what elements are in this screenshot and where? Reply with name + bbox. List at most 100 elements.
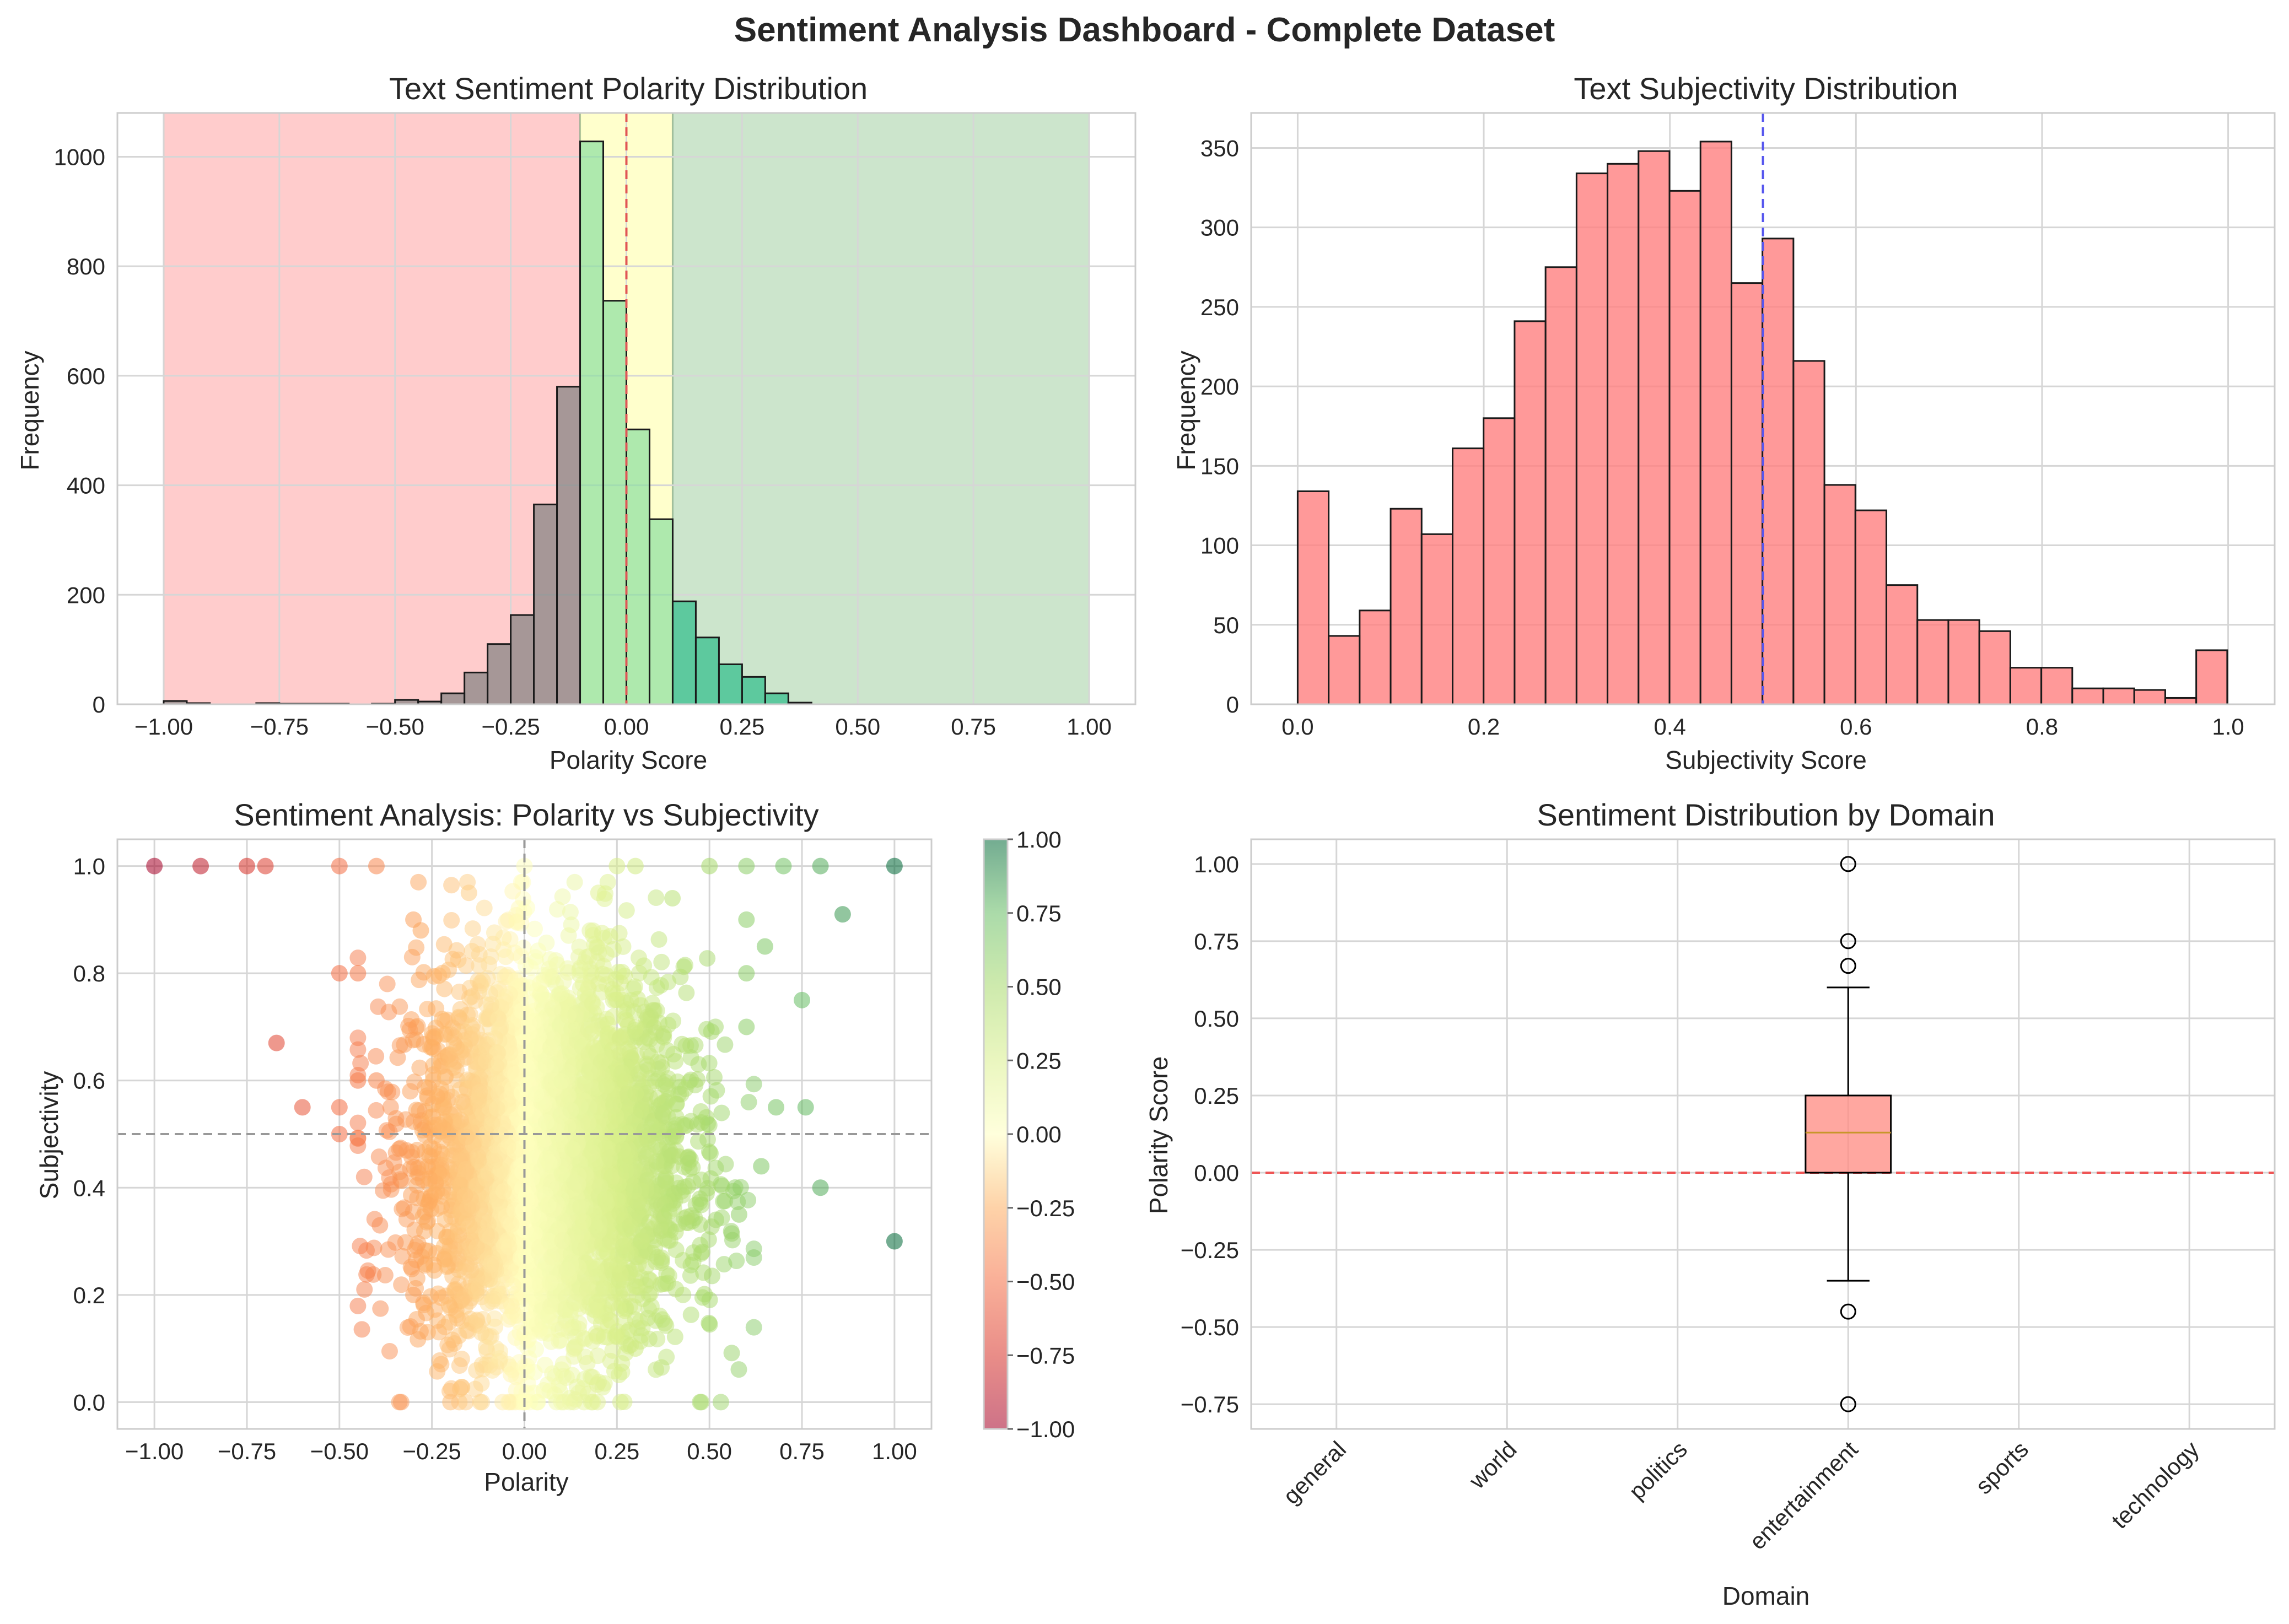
subjectivity-hist-xtick: 0.8 (2026, 714, 2058, 740)
scatter-point (656, 1173, 674, 1190)
subjectivity-hist-bar (1389, 508, 1423, 705)
polarity-subjectivity-scatter-panel: Sentiment Analysis: Polarity vs Subjecti… (35, 797, 1075, 1496)
scatter-point (541, 1274, 558, 1291)
scatter-point (618, 902, 635, 919)
scatter-point (484, 1293, 501, 1310)
scatter-point (536, 1356, 553, 1373)
scatter-point (520, 1134, 537, 1151)
polarity-hist-bar (533, 503, 558, 705)
polarity-hist-bar (510, 614, 535, 705)
scatter-point (411, 972, 428, 989)
subjectivity-hist-xtick: 0.6 (1840, 714, 1872, 740)
scatter-point (358, 1266, 375, 1283)
scatter-point (609, 1256, 626, 1274)
scatter-point (468, 1312, 486, 1329)
scatter-point (738, 911, 755, 928)
scatter-point (617, 1150, 634, 1167)
scatter-xtick: −0.50 (310, 1438, 369, 1464)
scatter-point (648, 1036, 665, 1053)
scatter-point (601, 1149, 618, 1166)
polarity-hist-xtick: 0.00 (604, 714, 649, 740)
scatter-point (682, 1267, 699, 1284)
polarity-hist-xtick: −0.25 (481, 714, 540, 740)
scatter-point (443, 912, 460, 929)
subjectivity-histogram-panel: Text Subjectivity Distribution Subjectiv… (1172, 71, 2276, 774)
scatter-point (578, 948, 595, 965)
domain-boxplot-panel: Sentiment Distribution by Domain Domain … (1144, 797, 2276, 1610)
scatter-point (522, 1193, 539, 1210)
scatter-point (566, 1174, 583, 1191)
polarity-histogram-ylabel: Frequency (15, 350, 44, 470)
subjectivity-histogram-ylabel: Frequency (1172, 350, 1200, 470)
scatter-point (591, 1178, 608, 1195)
scatter-point (633, 1233, 650, 1250)
scatter-point (705, 1069, 723, 1086)
scatter-point (574, 975, 591, 992)
scatter-point (349, 1297, 367, 1314)
subjectivity-hist-bar (2133, 689, 2166, 705)
subjectivity-hist-bar (1699, 141, 1732, 705)
scatter-point (372, 1300, 389, 1317)
scatter-title: Sentiment Analysis: Polarity vs Subjecti… (234, 797, 818, 832)
scatter-point (410, 873, 427, 891)
boxplot-category-label: sports (1970, 1436, 2033, 1499)
polarity-hist-ytick: 600 (67, 363, 105, 389)
scatter-point (738, 857, 755, 875)
scatter-point (606, 1362, 623, 1379)
scatter-point (486, 1153, 503, 1170)
scatter-point (555, 1394, 572, 1411)
scatter-point (391, 1163, 408, 1180)
scatter-point (431, 1116, 448, 1134)
colorbar-tick: −1.00 (1016, 1416, 1075, 1442)
scatter-point (712, 1176, 729, 1193)
scatter-point (453, 1379, 470, 1396)
scatter-point (422, 1288, 439, 1305)
scatter-point (627, 1019, 644, 1036)
scatter-point (667, 1281, 685, 1298)
scatter-point (491, 1055, 508, 1072)
scatter-point (526, 1226, 543, 1243)
scatter-point (462, 1262, 480, 1279)
scatter-point (427, 1175, 444, 1192)
polarity-hist-bar (648, 518, 674, 705)
scatter-point (642, 1272, 659, 1289)
scatter-dense-cloud (349, 873, 762, 1411)
scatter-xtick: −0.25 (403, 1438, 461, 1464)
scatter-point (526, 920, 543, 937)
scatter-point (453, 1112, 470, 1129)
boxplot-xlabel: Domain (1722, 1582, 1810, 1610)
scatter-point (393, 1276, 410, 1293)
scatter-ytick: 0.8 (73, 961, 105, 986)
boxplot-category-label: world (1464, 1436, 1522, 1494)
scatter-point (400, 1017, 417, 1034)
scatter-point (694, 1289, 711, 1306)
subjectivity-hist-bar (2071, 687, 2104, 705)
scatter-point (559, 1007, 577, 1024)
scatter-point (368, 1072, 385, 1089)
scatter-point (610, 1128, 627, 1145)
scatter-point (509, 914, 526, 931)
scatter-point (621, 1217, 638, 1234)
scatter-point (520, 1016, 537, 1033)
scatter-axes (116, 838, 933, 1430)
subjectivity-hist-bar (1947, 619, 1980, 705)
scatter-point (584, 995, 601, 1012)
scatter-point (649, 1249, 666, 1266)
scatter-point (677, 1037, 694, 1054)
scatter-point (728, 1252, 745, 1269)
scatter-point (452, 1001, 469, 1018)
scatter-point (411, 1102, 428, 1119)
scatter-point (604, 1342, 621, 1359)
scatter-point (503, 1216, 520, 1233)
scatter-point (331, 857, 348, 875)
subjectivity-hist-bar (2040, 667, 2073, 705)
subjectivity-hist-ytick: 300 (1200, 215, 1239, 241)
scatter-point (775, 857, 792, 875)
scatter-point (370, 1148, 387, 1166)
subjectivity-hist-ytick: 250 (1200, 294, 1239, 320)
polarity-hist-bar (671, 600, 697, 705)
scatter-point (468, 1282, 485, 1299)
scatter-point (426, 1301, 443, 1318)
scatter-point (371, 1217, 389, 1234)
scatter-point (433, 1356, 450, 1373)
